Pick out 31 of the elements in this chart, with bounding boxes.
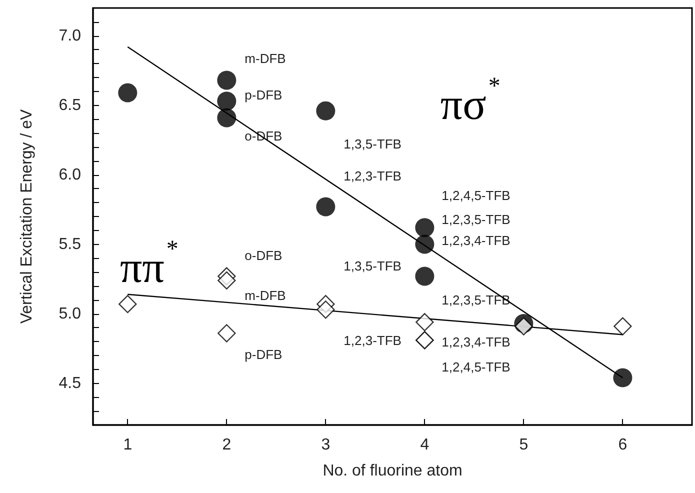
annotation: m-DFB <box>244 288 286 303</box>
annotation: 1,2,3-TFB <box>344 168 402 184</box>
annotation: m-DFB <box>244 50 286 66</box>
x-tick-label: 3 <box>321 436 330 454</box>
y-axis-title: Vertical Excitation Energy / eV <box>18 109 36 324</box>
annotation: 1,2,3,4-TFB <box>442 334 510 350</box>
annotation: 1,2,3-TFB <box>344 333 402 348</box>
y-tick-label: 4.5 <box>58 374 82 392</box>
annotation: 1,2,4,5-TFB <box>442 360 510 375</box>
y-tick-label: 7.0 <box>58 27 82 44</box>
y-tick-label: 6.0 <box>58 166 82 184</box>
annotation: p-DFB <box>244 346 282 362</box>
x-tick-label: 5 <box>519 436 528 454</box>
annotation: 1,2,3,5-TFB <box>442 212 510 227</box>
y-tick-label: 5.0 <box>58 305 82 322</box>
x-tick-label: 2 <box>222 436 232 454</box>
annotation: 1,2,3,5-TFB <box>442 292 510 308</box>
annotation: 1,2,4,5-TFB <box>442 188 510 204</box>
annotation: o-DFB <box>244 248 282 263</box>
x-tick-label: 1 <box>123 436 132 454</box>
x-tick-label: 4 <box>420 436 430 454</box>
x-axis-title: No. of fluorine atom <box>322 462 462 480</box>
series-label: ππ* <box>120 236 178 292</box>
annotation: 1,2,3,4-TFB <box>442 232 510 248</box>
annotation: 1,3,5-TFB <box>344 136 402 152</box>
y-tick-label: 5.5 <box>58 236 82 253</box>
annotation: 1,3,5-TFB <box>344 258 402 274</box>
annotation: p-DFB <box>244 88 282 103</box>
y-tick-label: 6.5 <box>58 96 82 114</box>
text: πσ* <box>440 74 500 130</box>
x-tick-label: 6 <box>618 436 628 454</box>
